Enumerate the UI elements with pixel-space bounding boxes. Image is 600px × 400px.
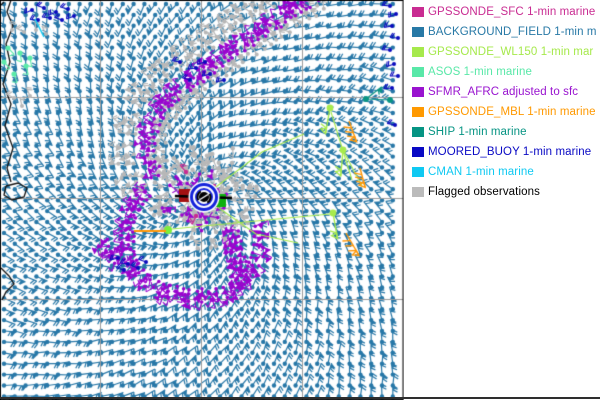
- legend-swatch: [412, 167, 424, 177]
- legend-label: SFMR_AFRC adjusted to sfc: [428, 86, 579, 98]
- legend-label: GPSSONDE_WL150 1-min mar: [428, 46, 594, 58]
- legend-item-4: SFMR_AFRC adjusted to sfc: [412, 82, 600, 102]
- legend-swatch: [412, 107, 424, 117]
- legend-swatch: [412, 187, 424, 197]
- legend-label: CMAN 1-min marine: [428, 166, 534, 178]
- storm-center-symbol: [189, 182, 219, 212]
- legend-item-3: ASOS 1-min marine: [412, 62, 600, 82]
- legend-swatch: [412, 7, 424, 17]
- legend-item-7: MOORED_BUOY 1-min marine: [412, 142, 600, 162]
- legend-item-9: Flagged observations: [412, 182, 600, 202]
- legend-item-5: GPSSONDE_MBL 1-min marine: [412, 102, 600, 122]
- wind-field-map: [0, 0, 404, 400]
- legend-label: MOORED_BUOY 1-min marine: [428, 146, 592, 158]
- legend-swatch: [412, 47, 424, 57]
- legend-label: SHIP 1-min marine: [428, 126, 527, 138]
- map-panel: [0, 0, 404, 400]
- legend-swatch: [412, 27, 424, 37]
- legend-item-6: SHIP 1-min marine: [412, 122, 600, 142]
- bottom-border: [0, 397, 600, 399]
- legend-label: BACKGROUND_FIELD 1-min m: [428, 26, 597, 38]
- legend-item-8: CMAN 1-min marine: [412, 162, 600, 182]
- legend: GPSSONDE_SFC 1-min marine BACKGROUND_FIE…: [412, 2, 600, 202]
- legend-item-2: GPSSONDE_WL150 1-min mar: [412, 42, 600, 62]
- legend-label: GPSSONDE_SFC 1-min marine: [428, 6, 596, 18]
- legend-label: Flagged observations: [428, 186, 540, 198]
- legend-label: GPSSONDE_MBL 1-min marine: [428, 106, 596, 118]
- legend-label: ASOS 1-min marine: [428, 66, 532, 78]
- legend-item-0: GPSSONDE_SFC 1-min marine: [412, 2, 600, 22]
- legend-swatch: [412, 127, 424, 137]
- legend-swatch: [412, 147, 424, 157]
- legend-item-1: BACKGROUND_FIELD 1-min m: [412, 22, 600, 42]
- legend-swatch: [412, 87, 424, 97]
- legend-swatch: [412, 67, 424, 77]
